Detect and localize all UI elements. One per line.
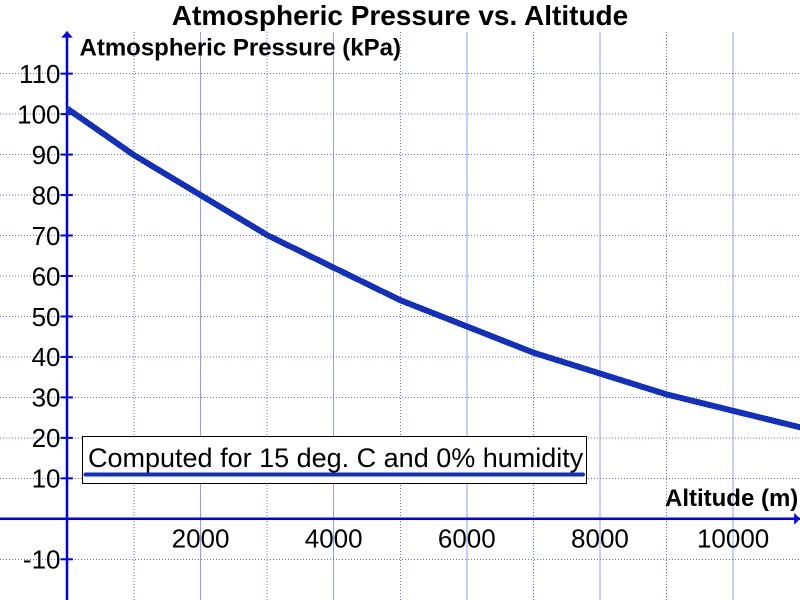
svg-text:2000: 2000: [172, 524, 230, 554]
svg-text:80: 80: [32, 180, 61, 210]
svg-text:10: 10: [32, 464, 61, 494]
svg-text:100: 100: [17, 99, 60, 129]
svg-text:110: 110: [19, 59, 60, 89]
svg-text:60: 60: [32, 261, 61, 291]
svg-text:Computed for 15 deg. C and 0%: Computed for 15 deg. C and 0% humidity: [88, 443, 584, 473]
svg-text:Atmospheric Pressure (kPa): Atmospheric Pressure (kPa): [80, 34, 401, 61]
svg-text:40: 40: [32, 342, 61, 372]
svg-text:Atmospheric Pressure vs. Altit: Atmospheric Pressure vs. Altitude: [172, 0, 628, 31]
svg-text:Altitude (m): Altitude (m): [665, 485, 798, 512]
svg-text:20: 20: [32, 423, 61, 453]
svg-text:-10: -10: [23, 545, 61, 575]
svg-text:50: 50: [32, 302, 61, 332]
svg-text:10000: 10000: [697, 524, 769, 554]
svg-text:8000: 8000: [571, 524, 629, 554]
svg-text:6000: 6000: [438, 524, 496, 554]
svg-text:4000: 4000: [305, 524, 363, 554]
svg-text:70: 70: [32, 221, 61, 251]
svg-text:90: 90: [32, 140, 61, 170]
svg-text:30: 30: [32, 383, 61, 413]
